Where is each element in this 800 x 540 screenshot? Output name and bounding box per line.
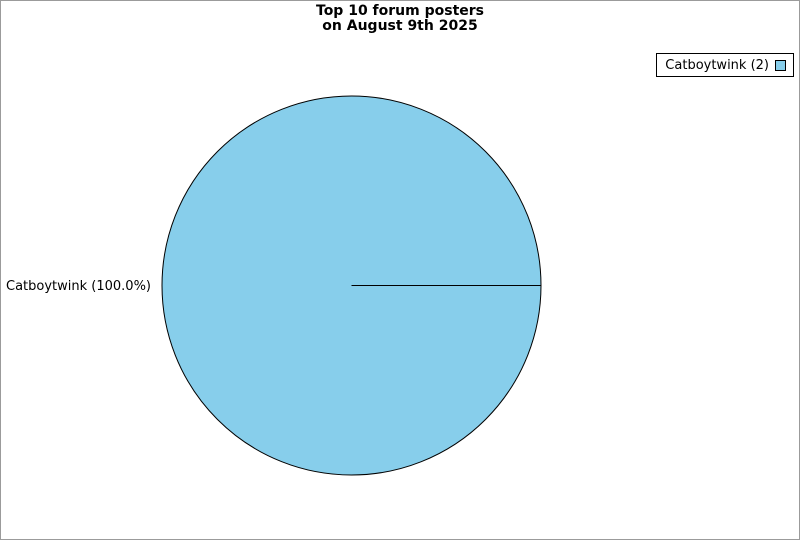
- legend-color-swatch: [775, 59, 786, 71]
- legend-item-label: Catboytwink (2): [665, 57, 769, 73]
- chart-title-line1: Top 10 forum posters: [316, 3, 484, 19]
- pie-slice-label: Catboytwink (100.0%): [6, 279, 151, 294]
- chart-title: Top 10 forum posters on August 9th 2025: [1, 4, 799, 34]
- legend: Catboytwink (2): [656, 53, 794, 77]
- chart-title-line2: on August 9th 2025: [322, 18, 478, 34]
